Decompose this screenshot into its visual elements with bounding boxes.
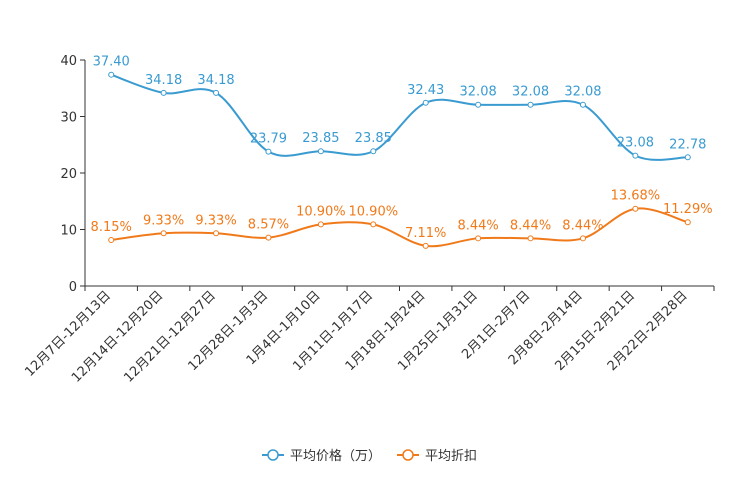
data-label: 8.44% xyxy=(562,218,603,233)
data-point[interactable] xyxy=(108,71,115,78)
data-label: 23.85 xyxy=(355,131,392,146)
data-point[interactable] xyxy=(370,148,377,155)
data-label: 9.33% xyxy=(143,213,184,228)
y-tick-label: 30 xyxy=(60,111,77,126)
y-tick-label: 10 xyxy=(60,224,77,239)
data-label: 34.18 xyxy=(145,73,182,88)
data-point[interactable] xyxy=(684,219,691,226)
data-label: 10.90% xyxy=(296,204,346,219)
data-point[interactable] xyxy=(422,99,429,106)
data-label: 8.57% xyxy=(248,218,289,233)
y-tick-label: 40 xyxy=(60,54,77,69)
y-tick-label: 0 xyxy=(69,280,77,295)
data-point[interactable] xyxy=(317,148,324,155)
data-label: 8.15% xyxy=(91,220,132,235)
data-point[interactable] xyxy=(632,152,639,159)
legend-marker-icon xyxy=(267,449,279,461)
data-point[interactable] xyxy=(370,221,377,228)
data-point[interactable] xyxy=(213,230,220,237)
data-point[interactable] xyxy=(475,235,482,242)
data-point[interactable] xyxy=(527,235,534,242)
data-point[interactable] xyxy=(317,221,324,228)
data-label: 9.33% xyxy=(195,213,236,228)
legend-label: 平均价格（万） xyxy=(290,448,381,464)
series-1: 37.40 34.18 34.18 23.79 23.85 23.85 32.43 32.08… xyxy=(93,55,706,161)
x-tick-label: 12月21日-12月27日 xyxy=(121,288,218,385)
data-point[interactable] xyxy=(684,154,691,161)
data-label: 37.40 xyxy=(93,55,130,70)
series-line xyxy=(111,207,689,248)
data-label: 32.08 xyxy=(460,85,497,100)
x-tick-label: 12月14日-12月20日 xyxy=(69,288,166,385)
data-label: 11.29% xyxy=(663,202,713,217)
data-label: 22.78 xyxy=(669,137,706,152)
data-point[interactable] xyxy=(475,101,482,108)
data-point[interactable] xyxy=(160,230,167,237)
data-point[interactable] xyxy=(213,89,220,96)
x-tick-label: 12月7日-12月13日 xyxy=(22,288,114,380)
data-point[interactable] xyxy=(422,242,429,249)
data-label: 32.08 xyxy=(564,85,601,100)
data-label: 23.08 xyxy=(617,136,654,151)
data-label: 7.11% xyxy=(405,226,446,241)
series-2: 8.15% 9.33% 9.33% 8.57% 10.90% 10.90% 7.11% 8.4… xyxy=(91,189,713,249)
data-label: 10.90% xyxy=(349,204,399,219)
data-label: 8.44% xyxy=(510,218,551,233)
data-point[interactable] xyxy=(160,89,167,96)
data-point[interactable] xyxy=(579,235,586,242)
data-label: 23.85 xyxy=(302,131,339,146)
legend-item-1[interactable]: 平均价格（万） xyxy=(262,448,381,464)
data-point[interactable] xyxy=(265,148,272,155)
data-point[interactable] xyxy=(527,101,534,108)
legend[interactable]: 平均价格（万） 平均折扣 xyxy=(262,448,477,464)
series-layer: 37.40 34.18 34.18 23.79 23.85 23.85 32.43 32.08… xyxy=(91,55,713,249)
data-label: 34.18 xyxy=(197,73,234,88)
data-label: 8.44% xyxy=(457,218,498,233)
data-point[interactable] xyxy=(265,234,272,241)
data-label: 23.79 xyxy=(250,132,287,147)
legend-item-2[interactable]: 平均折扣 xyxy=(397,449,477,464)
data-point[interactable] xyxy=(632,205,639,212)
data-label: 32.43 xyxy=(407,83,444,98)
y-tick-label: 20 xyxy=(60,167,77,182)
legend-marker-icon xyxy=(402,449,414,461)
data-point[interactable] xyxy=(108,236,115,243)
data-point[interactable] xyxy=(579,101,586,108)
legend-label: 平均折扣 xyxy=(425,449,477,464)
data-label: 32.08 xyxy=(512,85,549,100)
data-label: 13.68% xyxy=(611,189,661,204)
